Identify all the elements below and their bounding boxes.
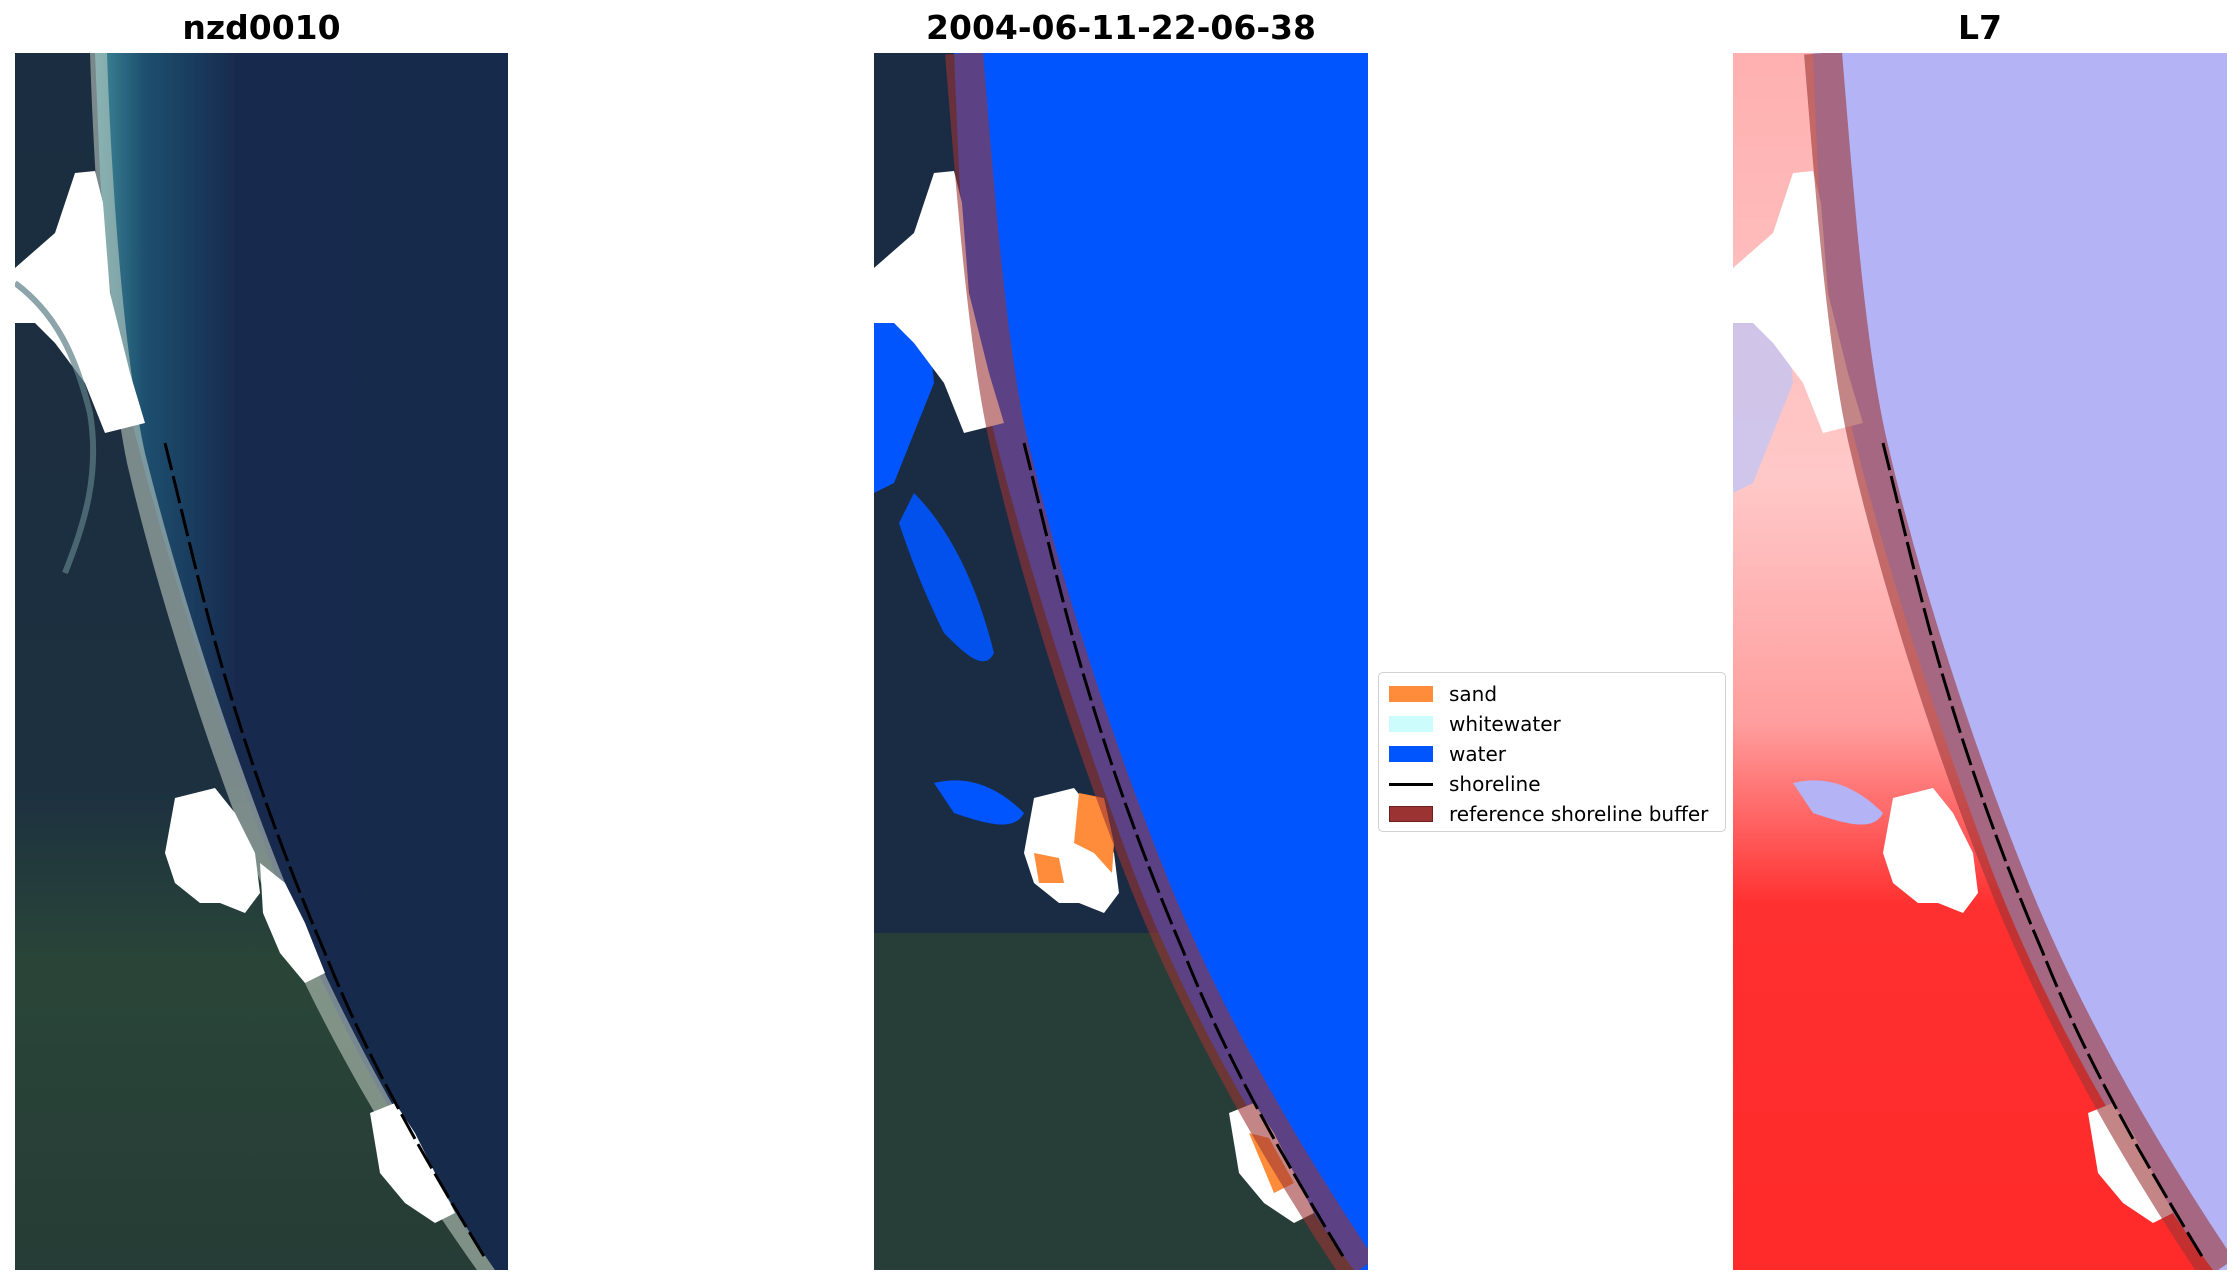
water-class-area (954, 53, 1368, 1270)
cloud-north (874, 171, 1004, 433)
index-image-panel (1733, 53, 2227, 1270)
rgb-image (15, 53, 508, 1270)
cloud-south (370, 1103, 455, 1223)
sand-class-patch-2 (1034, 853, 1064, 883)
legend-swatch-whitewater (1389, 716, 1433, 732)
river-channel (15, 280, 97, 575)
legend-item-sand: sand (1389, 679, 1715, 709)
cloud-coast (260, 863, 325, 983)
panel-title-index: L7 (1958, 8, 2002, 47)
ocean-area (95, 53, 508, 1270)
legend-item-water: water (1389, 739, 1715, 769)
panel-title-classified: 2004-06-11-22-06-38 (926, 8, 1316, 47)
index-image (1733, 53, 2227, 1270)
cloud-mid (165, 788, 260, 913)
legend-item-reference-buffer: reference shoreline buffer (1389, 799, 1715, 829)
water-index-area (1813, 53, 2227, 1270)
legend-item-shoreline: shoreline (1389, 769, 1715, 799)
legend-item-whitewater: whitewater (1389, 709, 1715, 739)
legend: sand whitewater water shoreline referenc… (1378, 672, 1726, 832)
legend-swatch-water (1389, 746, 1433, 762)
cloud-mid (1883, 788, 1978, 913)
rgb-image-panel (15, 53, 508, 1270)
shoreline (1022, 442, 1346, 1259)
shoreline (1881, 442, 2205, 1259)
legend-label-water: water (1449, 742, 1506, 766)
legend-label-shoreline: shoreline (1449, 772, 1541, 796)
legend-swatch-sand (1389, 686, 1433, 702)
panel-title-rgb: nzd0010 (182, 8, 341, 47)
water-class-river (899, 493, 994, 662)
legend-swatch-reference-buffer (1389, 806, 1433, 822)
cloud-north (15, 171, 145, 433)
legend-label-whitewater: whitewater (1449, 712, 1561, 736)
legend-swatch-shoreline (1389, 782, 1433, 786)
legend-label-sand: sand (1449, 682, 1498, 706)
shoreline (163, 442, 487, 1259)
lagoon-index (1793, 780, 1883, 825)
water-class-lagoon (934, 780, 1024, 825)
classified-image-panel (874, 53, 1368, 1270)
legend-label-reference-buffer: reference shoreline buffer (1449, 802, 1709, 826)
cloud-north (1733, 171, 1863, 433)
classified-image (874, 53, 1368, 1270)
